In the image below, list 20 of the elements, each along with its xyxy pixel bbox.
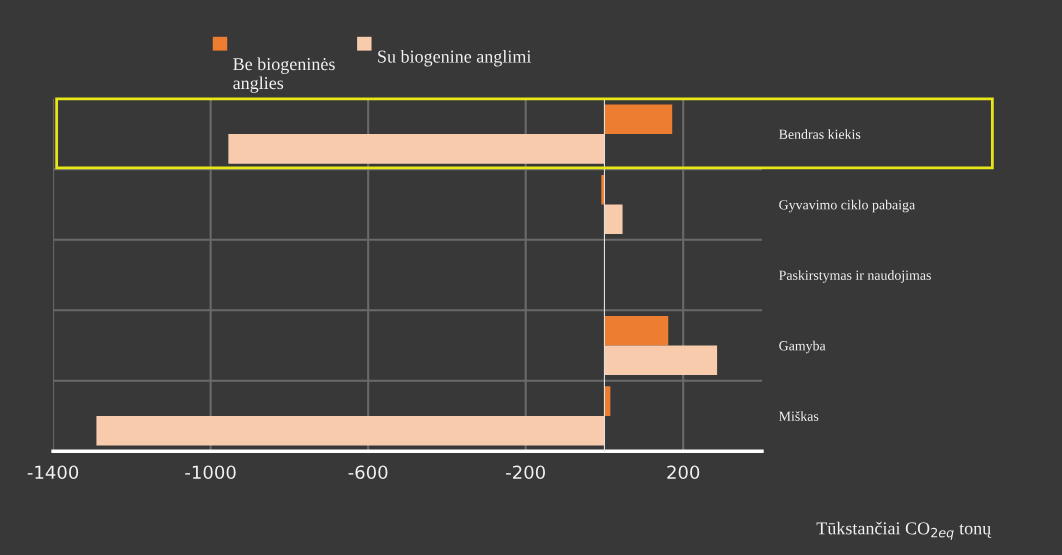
legend-label: Be biogeninės anglies	[233, 57, 335, 93]
legend-label: Su biogenine anglimi	[378, 49, 532, 67]
bar	[604, 204, 623, 235]
y-tick-label: Gyvavimo ciklo pabaiga	[779, 199, 915, 213]
y-tick-label: Bendras kiekis	[779, 129, 861, 139]
bar	[228, 134, 605, 164]
bar	[604, 315, 669, 346]
bar	[604, 345, 718, 376]
bar	[604, 104, 673, 135]
x-tick-label: -200	[506, 465, 545, 480]
x-axis-title: Tūkstančiai CO$_{2eq}$ tonų	[816, 521, 992, 540]
x-tick-label: -600	[348, 465, 388, 480]
x-tick-label: -1000	[185, 465, 236, 480]
x-tick-label: 200	[667, 465, 700, 480]
bar	[601, 174, 605, 205]
y-tick-label: Gamyba	[779, 340, 826, 354]
y-tick-label: Miškas	[779, 411, 819, 421]
y-tick-label: Paskirstymas ir naudojimas	[779, 270, 931, 283]
bar	[96, 415, 605, 446]
x-tick-label: -1400	[27, 465, 79, 480]
